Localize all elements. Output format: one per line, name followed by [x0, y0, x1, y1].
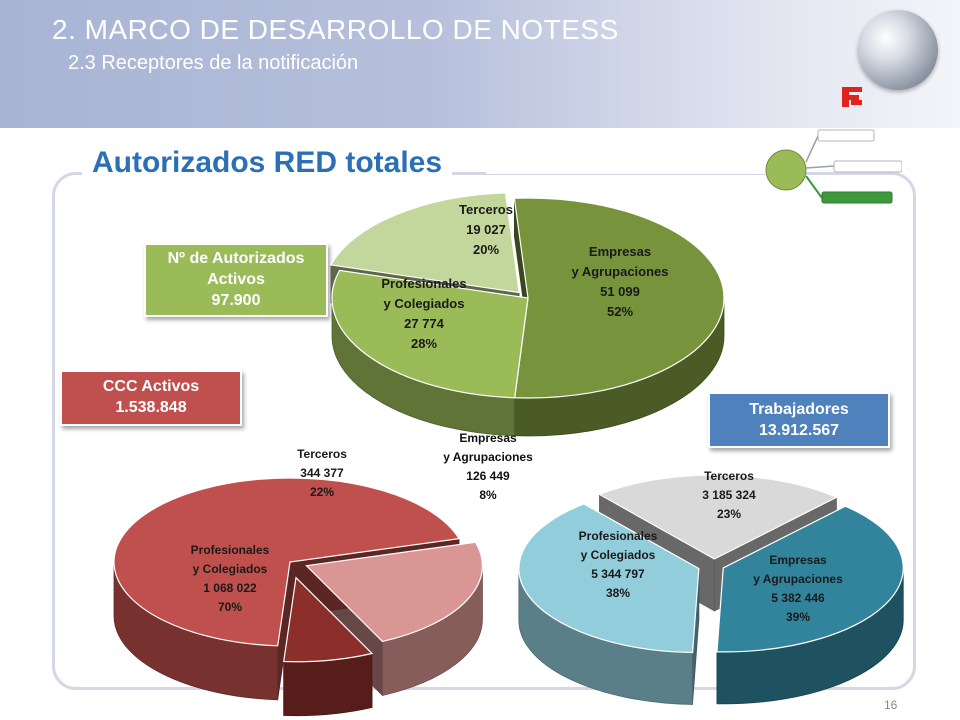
page-subtitle: 2.3 Receptores de la notificación — [68, 52, 359, 74]
pie-slice-top-3-3 — [716, 505, 904, 653]
pie-label-line-3-3-3: 5 382 446 — [771, 591, 825, 605]
pie-label-line-1-1-1: Empresas — [589, 244, 651, 259]
pie-label-1-2: Profesionales y Colegiados 27 774 28% — [381, 276, 466, 351]
pie-slice-top-1-3 — [329, 192, 520, 294]
pie-slice-top-2-2 — [305, 541, 483, 643]
pie-label-1-3: Terceros 19 027 20% — [459, 202, 513, 257]
pie-label-line-2-2-3: 22% — [310, 485, 334, 499]
brand-logo-icon — [842, 87, 862, 107]
section-title: Autorizados RED totales — [82, 146, 453, 180]
pie-slice-top-2-3 — [283, 576, 374, 663]
pie-label-line-2-2-2: 344 377 — [300, 466, 344, 480]
pie-tops-2 — [113, 477, 483, 663]
pie-label-line-3-3-1: Empresas — [769, 553, 827, 567]
pie-label-line-3-2-2: 3 185 324 — [702, 488, 756, 502]
pie-label-3-1: Profesionales y Colegiados 5 344 797 38% — [579, 529, 658, 600]
pie-slice-wall-2-3-1 — [283, 652, 373, 717]
pie-label-2-2: Terceros 344 377 22% — [297, 447, 347, 499]
page-title: 2. MARCO DE DESARROLLO DE NOTESS — [52, 14, 619, 45]
pie-chart-3: Profesionales y Colegiados 5 344 797 38% Ter… — [518, 469, 904, 705]
pie-label-line-1-3-1: Terceros — [459, 202, 513, 217]
pie-tops-1 — [329, 192, 725, 399]
ccc-value: 1.538.848 — [115, 399, 187, 416]
pie-label-line-2-3-2: y Agrupaciones — [443, 450, 533, 464]
pie-slice-top-1-1 — [513, 197, 725, 399]
pie-label-line-3-1-1: Profesionales — [579, 529, 658, 543]
pie-slice-top-3-2 — [597, 474, 838, 560]
autorizados-label-line1: Nº de Autorizados — [167, 250, 305, 267]
pie-label-line-1-2-1: Profesionales — [381, 276, 466, 291]
pie-label-line-3-1-2: y Colegiados — [581, 548, 656, 562]
pie-label-line-2-1-1: Profesionales — [191, 543, 270, 557]
pie-label-line-1-2-2: y Colegiados — [384, 296, 465, 311]
page-number: 16 — [884, 698, 898, 712]
autorizados-summary-box: Nº de Autorizados Activos 97.900 — [144, 243, 328, 317]
pie-label-line-1-1-2: y Agrupaciones — [571, 264, 668, 279]
pie-label-3-2: Terceros 3 185 324 23% — [702, 469, 756, 521]
pie-slice-top-2-1 — [113, 477, 461, 647]
pie-slice-top-3-1 — [518, 503, 700, 654]
autorizados-value: 97.900 — [211, 292, 261, 309]
pie-label-line-1-2-3: 27 774 — [404, 316, 445, 331]
pie-slice-top-1-2 — [331, 269, 529, 399]
header-banner: 2. MARCO DE DESARROLLO DE NOTESS 2.3 Rec… — [0, 0, 960, 128]
pie-label-line-1-2-4: 28% — [411, 336, 437, 351]
trabajadores-label: Trabajadores — [749, 401, 849, 418]
pie-label-2-1: Profesionales y Colegiados 1 068 022 70% — [191, 543, 270, 614]
pie-label-line-1-1-4: 52% — [607, 304, 633, 319]
trabajadores-value: 13.912.567 — [758, 422, 840, 439]
pie-label-line-1-1-3: 51 099 — [600, 284, 640, 299]
pie-label-line-3-1-3: 5 344 797 — [591, 567, 645, 581]
pie-label-line-1-3-3: 20% — [473, 242, 499, 257]
pie-label-line-3-2-3: 23% — [717, 507, 741, 521]
trabajadores-summary-box: Trabajadores 13.912.567 — [708, 392, 890, 448]
pie-label-line-2-1-4: 70% — [218, 600, 242, 614]
pie-label-2-3: Empresas y Agrupaciones 126 449 8% — [443, 431, 533, 502]
pie-label-line-2-3-4: 8% — [479, 488, 497, 502]
pie-label-line-2-1-3: 1 068 022 — [203, 581, 257, 595]
pie-label-line-1-3-2: 19 027 — [466, 222, 506, 237]
pie-label-line-2-1-2: y Colegiados — [193, 562, 268, 576]
pie-label-line-2-3-1: Empresas — [459, 431, 517, 445]
pie-chart-1: Empresas y Agrupaciones 51 099 52% Profesion… — [329, 192, 725, 437]
panel-gap — [486, 171, 766, 174]
autorizados-label-line2: Activos — [207, 271, 265, 288]
pie-label-line-2-2-1: Terceros — [297, 447, 347, 461]
pie-label-1-1: Empresas y Agrupaciones 51 099 52% — [571, 244, 668, 319]
pie-tops-3 — [518, 474, 904, 654]
ccc-label: CCC Activos — [102, 378, 200, 395]
pie-label-line-2-3-3: 126 449 — [466, 469, 510, 483]
content-panel — [52, 172, 916, 690]
pie-label-line-3-2-1: Terceros — [704, 469, 754, 483]
pie-label-line-3-1-4: 38% — [606, 586, 630, 600]
pie-chart-2: Profesionales y Colegiados 1 068 022 70% Ter… — [113, 431, 533, 717]
globe-icon — [858, 10, 938, 90]
pie-label-3-3: Empresas y Agrupaciones 5 382 446 39% — [753, 553, 843, 624]
ccc-summary-box: CCC Activos 1.538.848 — [60, 370, 242, 426]
pie-label-line-3-3-2: y Agrupaciones — [753, 572, 843, 586]
navigation-minimap-icon — [765, 129, 902, 204]
pie-label-line-3-3-4: 39% — [786, 610, 810, 624]
